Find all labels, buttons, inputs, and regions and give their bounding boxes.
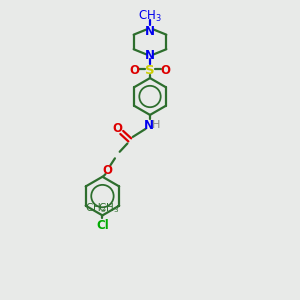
- Text: N: N: [145, 25, 155, 38]
- Text: O: O: [102, 164, 112, 177]
- Text: H: H: [152, 120, 161, 130]
- Text: O: O: [112, 122, 122, 134]
- Text: N: N: [145, 49, 155, 62]
- Text: N: N: [143, 119, 154, 132]
- Text: O: O: [160, 64, 170, 77]
- Text: S: S: [145, 64, 155, 77]
- Text: Cl: Cl: [96, 219, 109, 232]
- Text: O: O: [130, 64, 140, 77]
- Text: CH$_3$: CH$_3$: [138, 9, 162, 24]
- Text: CH$_3$: CH$_3$: [85, 201, 107, 214]
- Text: CH$_3$: CH$_3$: [98, 201, 119, 214]
